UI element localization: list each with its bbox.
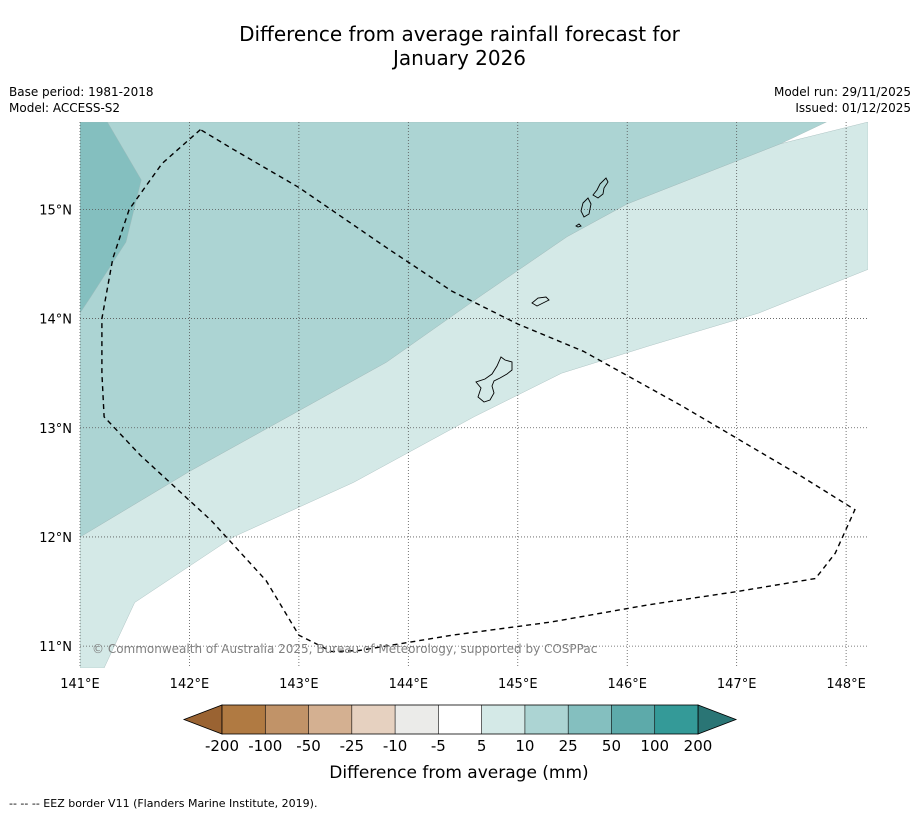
meta-left: Base period: 1981-2018 Model: ACCESS-S2: [9, 84, 154, 116]
colorbar-swatch: [222, 705, 266, 734]
contour-region-3: [80, 122, 142, 314]
colorbar-tick-label: -10: [383, 737, 408, 755]
colorbar-swatch: [351, 705, 396, 734]
island-rota: [531, 296, 550, 307]
y-tick-label: 13°N: [39, 422, 72, 437]
chart-title-line-2: January 2026: [392, 46, 527, 70]
colorbar-label: Difference from average (mm): [329, 763, 588, 783]
y-tick-label: 14°N: [39, 313, 72, 328]
colorbar-tick-label: 200: [684, 737, 713, 755]
colorbar-tick-label: -25: [340, 737, 365, 755]
copyright-text: © Commonwealth of Australia 2025, Bureau…: [92, 642, 597, 656]
x-tick-label: 148°E: [826, 677, 866, 692]
meta-right: Model run: 29/11/2025 Issued: 01/12/2025: [774, 84, 911, 116]
island-guam: [475, 356, 513, 403]
colorbar-swatch: [395, 705, 439, 734]
colorbar-tick-label: -50: [296, 737, 321, 755]
model-run-label: Model run: 29/11/2025: [773, 85, 911, 99]
x-tick-label: 146°E: [607, 677, 647, 692]
colorbar-swatch: [654, 705, 698, 734]
base-period-label: Base period: 1981-2018: [9, 85, 154, 99]
x-tick-label: 147°E: [717, 677, 757, 692]
chart-title-line-1: Difference from average rainfall forecas…: [239, 22, 680, 46]
y-tick-label: 12°N: [39, 531, 72, 546]
colorbar-tick-label: -5: [431, 737, 446, 755]
colorbar-swatch: [265, 705, 309, 734]
x-axis-tick-labels: 141°E 142°E 143°E 144°E 145°E 146°E 147°E 148°E: [60, 677, 866, 692]
island-aguijan: [575, 223, 582, 228]
colorbar-over-arrow: [697, 704, 738, 735]
model-label: Model: ACCESS-S2: [9, 101, 121, 115]
colorbar-tick-label: -100: [248, 737, 282, 755]
gridlines: [79, 122, 868, 668]
colorbar-tick-label: 100: [640, 737, 669, 755]
x-tick-label: 145°E: [498, 677, 538, 692]
colorbar-swatch: [481, 705, 525, 734]
colorbar-swatch: [611, 705, 655, 734]
y-tick-label: 15°N: [39, 203, 72, 218]
colorbar-tick-label: -200: [205, 737, 239, 755]
y-axis-tick-labels: 15°N 14°N 13°N 12°N 11°N: [39, 203, 72, 655]
y-tick-label: 11°N: [39, 640, 72, 655]
colorbar-swatch: [524, 705, 569, 734]
colorbar-swatch: [438, 705, 482, 734]
colorbar-under-arrow: [182, 704, 223, 735]
eez-border-line: [101, 128, 856, 653]
x-tick-label: 144°E: [389, 677, 429, 692]
x-tick-label: 142°E: [170, 677, 210, 692]
contour-regions: [80, 122, 868, 668]
colorbar-swatch: [308, 705, 352, 734]
colorbar-tick-label: 10: [515, 737, 534, 755]
chart-title: Difference from average rainfall forecas…: [0, 22, 919, 70]
colorbar-tick-label: 25: [559, 737, 578, 755]
colorbar-tick-label: 50: [602, 737, 621, 755]
x-tick-label: 141°E: [60, 677, 100, 692]
colorbar-swatch: [568, 705, 612, 734]
x-tick-label: 143°E: [279, 677, 319, 692]
eez-footnote: -- -- -- EEZ border V11 (Flanders Marine…: [9, 797, 318, 810]
colorbar-tick-label: 5: [477, 737, 487, 755]
issued-label: Issued: 01/12/2025: [795, 101, 911, 115]
island-tinian: [580, 197, 592, 218]
eez-border: [101, 128, 856, 653]
colorbar: -200 -100 -50 -25 -10 -5 5 10 25 50 100 200: [182, 704, 738, 755]
colorbar-frame: [221, 704, 699, 735]
island-saipan: [592, 177, 609, 199]
copyright-layer: © Commonwealth of Australia 2025, Bureau…: [92, 642, 597, 656]
contour-region-2: [80, 122, 827, 538]
islands: [475, 177, 609, 403]
